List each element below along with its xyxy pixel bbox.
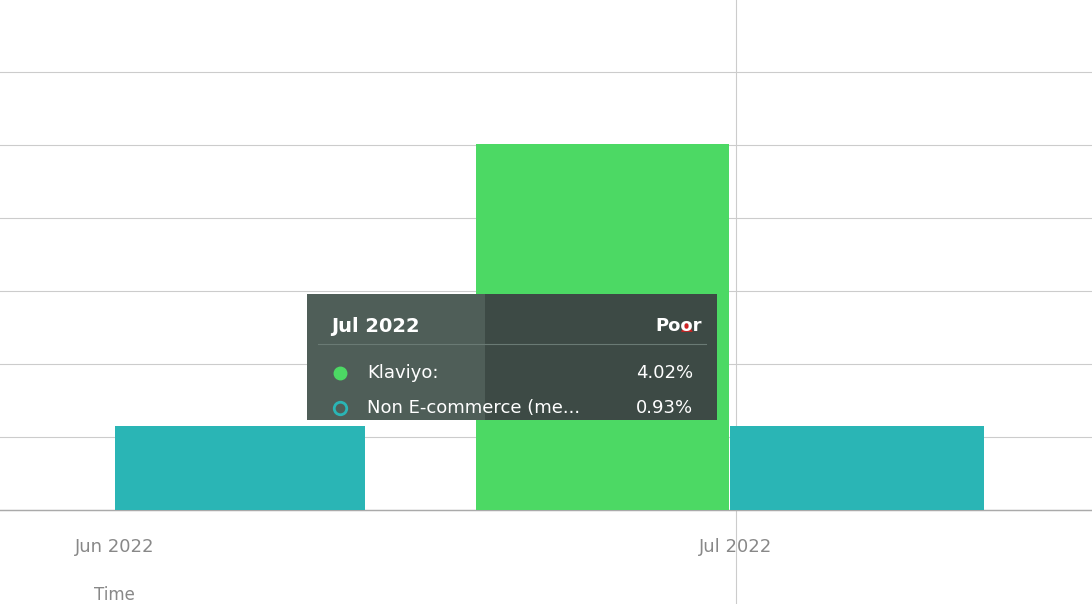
Text: Klaviyo:: Klaviyo: [367, 364, 439, 382]
Text: Jul 2022: Jul 2022 [699, 538, 773, 556]
Text: Poor: Poor [655, 317, 702, 335]
Bar [476, 144, 729, 510]
Text: 4.02%: 4.02% [636, 364, 693, 382]
Text: Time: Time [94, 586, 135, 604]
Text: Jul 2022: Jul 2022 [331, 316, 419, 335]
Text: Jun 2022: Jun 2022 [75, 538, 154, 556]
Text: Non E-commerce (me...: Non E-commerce (me... [367, 399, 580, 417]
Text: 0.93%: 0.93% [636, 399, 693, 417]
Bar [729, 426, 984, 510]
Text: ▲: ▲ [681, 318, 693, 333]
FancyBboxPatch shape [485, 294, 717, 420]
Bar [115, 426, 365, 510]
FancyBboxPatch shape [307, 294, 485, 420]
